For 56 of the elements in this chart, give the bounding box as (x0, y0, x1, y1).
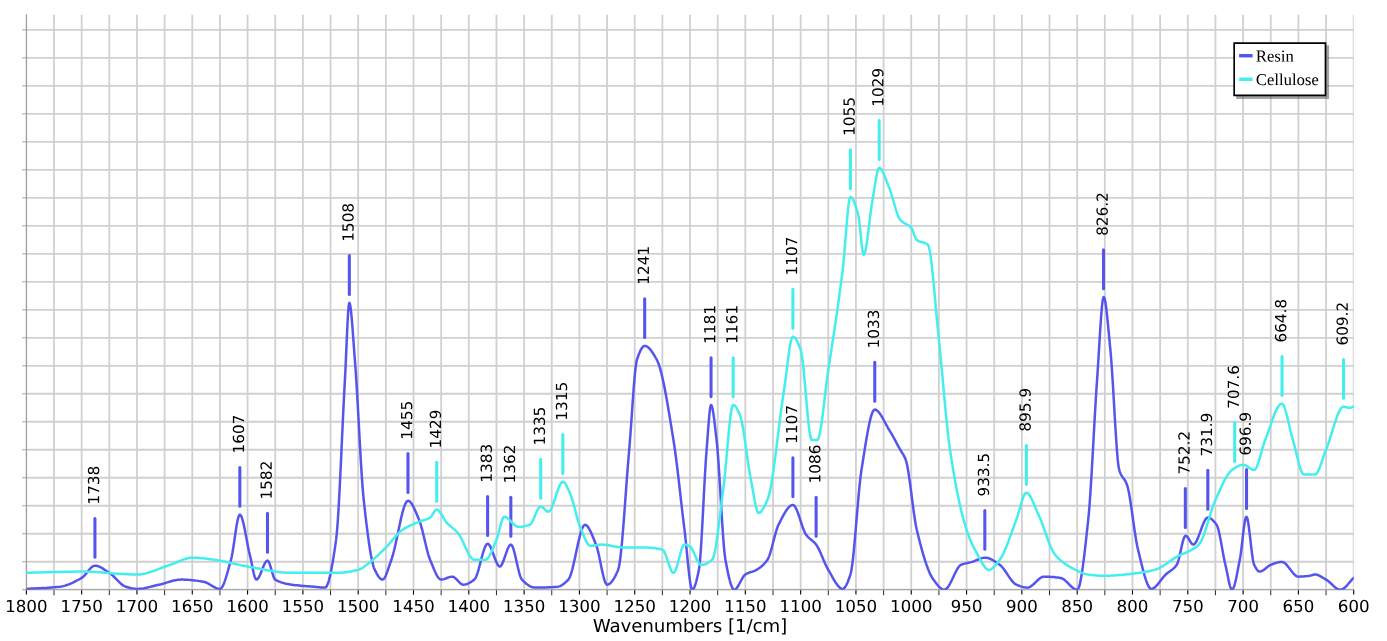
annotation: 664.8 (1274, 299, 1287, 342)
x-tick-label: 1800 (6, 599, 47, 613)
x-tick-label: 800 (1117, 599, 1148, 613)
x-tick-label: 1400 (449, 599, 489, 613)
x-tick-label: 1350 (504, 599, 545, 613)
x-axis-title: Wavenumbers [1/cm] (593, 618, 786, 635)
annotation: 1107 (785, 406, 798, 443)
x-tick-label: 1150 (725, 599, 766, 613)
annotation: 1033 (867, 310, 880, 347)
x-tick-label: 950 (951, 599, 982, 613)
annotation: 731.9 (1200, 413, 1213, 456)
x-tick-label: 1300 (560, 599, 600, 613)
annotation: 1086 (809, 445, 821, 482)
x-tick-label: 1700 (117, 599, 158, 613)
annotation: 1582 (260, 462, 272, 498)
x-tick-label: 650 (1283, 599, 1314, 613)
annotation: 1455 (401, 402, 413, 438)
annotation: 707.6 (1227, 366, 1240, 408)
annotation: 1161 (726, 306, 738, 343)
annotation: 1029 (872, 68, 884, 106)
annotation: 1508 (342, 203, 354, 241)
annotation: 933.5 (977, 454, 990, 496)
annotation: 1383 (480, 444, 493, 481)
x-tick-label: 1750 (62, 599, 102, 613)
legend-label: Cellulose (1256, 73, 1319, 86)
annotation: 752.2 (1178, 432, 1190, 474)
annotation: 1429 (429, 410, 442, 447)
x-tick-label: 1600 (228, 599, 268, 613)
x-tick-label: 1500 (338, 599, 379, 613)
annotation: 826.2 (1096, 193, 1108, 235)
x-tick-label: 700 (1228, 599, 1258, 613)
x-tick-label: 1100 (781, 599, 821, 613)
x-tick-label: 1550 (283, 599, 323, 613)
x-tick-label: 750 (1173, 599, 1203, 613)
x-tick-label: 1650 (172, 599, 213, 613)
x-tick-label: 1050 (836, 599, 877, 613)
x-tick-label: 850 (1062, 599, 1092, 613)
annotation: 1055 (843, 98, 855, 135)
annotation: 1107 (785, 237, 798, 274)
annotation: 1607 (232, 415, 245, 452)
x-tick-label: 900 (1007, 599, 1037, 613)
annotation: 1181 (703, 306, 716, 343)
annotation: 1362 (503, 446, 516, 482)
x-tick-label: 1450 (394, 599, 434, 613)
x-tick-label: 1200 (670, 599, 711, 613)
annotation: 1738 (87, 466, 100, 503)
x-tick-label: 1250 (615, 599, 655, 613)
annotation: 609.2 (1336, 303, 1348, 345)
x-tick-label: 1000 (891, 599, 932, 613)
annotation: 1241 (637, 247, 649, 284)
annotation: 696.9 (1239, 412, 1251, 455)
annotation: 895.9 (1019, 388, 1031, 431)
legend-label: Resin (1256, 50, 1294, 62)
x-tick-label: 600 (1338, 599, 1369, 613)
annotation: 1335 (533, 407, 546, 444)
annotation: 1315 (555, 383, 568, 419)
